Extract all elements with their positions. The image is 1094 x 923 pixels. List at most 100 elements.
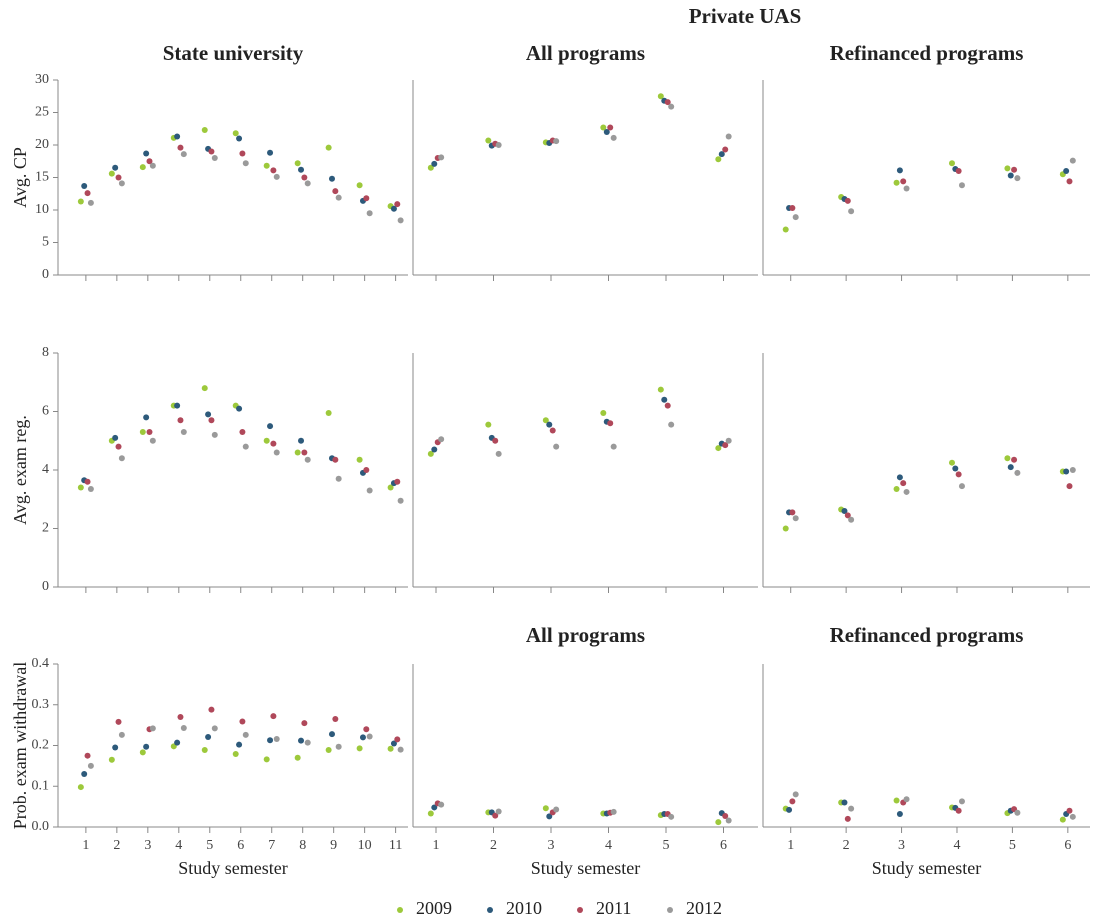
data-point <box>84 190 91 197</box>
data-point <box>610 443 617 450</box>
x-axis-label: Study semester <box>872 858 982 878</box>
data-point <box>242 731 249 738</box>
data-point <box>211 431 218 438</box>
x-tick-label: 6 <box>237 838 244 853</box>
data-point <box>236 741 243 748</box>
y-axis-label: Prob. exam withdrawal <box>10 662 30 829</box>
data-point <box>792 515 799 522</box>
data-point <box>848 805 855 812</box>
data-point <box>112 744 119 751</box>
y-tick-label: 6 <box>42 404 49 419</box>
data-point <box>263 162 270 169</box>
data-point <box>201 746 208 753</box>
data-point <box>301 174 308 181</box>
data-point <box>492 812 499 819</box>
data-point <box>366 210 373 217</box>
data-point <box>394 201 401 208</box>
data-point <box>792 214 799 221</box>
x-tick-label: 7 <box>268 838 275 853</box>
data-point <box>1007 172 1014 179</box>
data-point <box>546 421 553 428</box>
data-point <box>896 810 903 817</box>
data-point <box>84 478 91 485</box>
data-point <box>325 409 332 416</box>
data-point <box>387 484 394 491</box>
data-point <box>792 791 799 798</box>
data-point <box>955 471 962 478</box>
data-point <box>1004 165 1011 172</box>
data-point <box>84 752 91 759</box>
y-axis-label: Avg. exam reg. <box>10 415 30 525</box>
data-point <box>77 484 84 491</box>
data-point <box>356 456 363 463</box>
y-tick-label: 5 <box>42 235 49 250</box>
data-point <box>366 733 373 740</box>
data-point <box>782 226 789 233</box>
data-point <box>174 402 181 409</box>
data-point <box>668 813 675 820</box>
data-point <box>610 808 617 815</box>
data-point <box>603 129 610 135</box>
data-point <box>896 474 903 481</box>
data-point <box>668 103 675 110</box>
data-point <box>1066 483 1073 490</box>
data-point <box>239 428 246 435</box>
data-point <box>115 174 122 181</box>
data-point <box>332 716 339 723</box>
y-tick-label: 0.4 <box>32 656 50 671</box>
x-tick-label: 1 <box>433 838 440 853</box>
data-point <box>438 801 445 808</box>
data-point <box>553 138 560 145</box>
data-point <box>600 409 607 416</box>
panel-title: All programs <box>526 623 645 647</box>
data-point <box>427 164 434 171</box>
data-point <box>332 456 339 463</box>
data-point <box>948 160 955 167</box>
data-point <box>390 205 397 212</box>
x-tick-label: 6 <box>1064 838 1071 853</box>
legend-swatch <box>667 907 673 913</box>
data-point <box>298 737 305 744</box>
data-point <box>610 134 617 141</box>
data-point <box>1014 469 1021 476</box>
data-point <box>1069 157 1076 164</box>
data-point <box>958 483 965 490</box>
x-tick-label: 5 <box>206 838 213 853</box>
x-tick-label: 3 <box>898 838 905 853</box>
data-point <box>958 798 965 805</box>
data-point <box>718 151 725 158</box>
x-tick-label: 5 <box>663 838 670 853</box>
legend-label: 2012 <box>686 898 722 918</box>
data-point <box>211 155 218 161</box>
x-axis-label: Study semester <box>531 858 641 878</box>
data-point <box>844 512 851 519</box>
data-point <box>298 166 305 173</box>
data-point <box>1014 175 1021 182</box>
data-point <box>273 173 280 180</box>
data-point <box>661 396 668 403</box>
panel-title: All programs <box>526 41 645 65</box>
data-point <box>174 739 181 746</box>
data-point <box>397 217 404 224</box>
data-point <box>143 150 150 157</box>
data-point <box>263 437 270 444</box>
data-point <box>325 746 332 753</box>
data-point <box>118 731 125 738</box>
y-axis-label: Avg. CP <box>10 147 30 208</box>
data-point <box>722 146 729 153</box>
data-point <box>495 808 502 815</box>
data-point <box>431 160 438 167</box>
y-tick-label: 2 <box>42 521 49 536</box>
data-point <box>325 144 332 151</box>
x-tick-label: 3 <box>144 838 151 853</box>
data-point <box>841 799 848 806</box>
data-point <box>390 740 397 747</box>
data-point <box>267 737 274 744</box>
data-point <box>1011 166 1018 173</box>
x-tick-label: 4 <box>175 838 182 853</box>
data-point <box>542 417 549 424</box>
data-point <box>180 428 187 435</box>
data-point <box>115 718 122 725</box>
data-point <box>485 137 492 144</box>
data-point <box>177 417 184 424</box>
